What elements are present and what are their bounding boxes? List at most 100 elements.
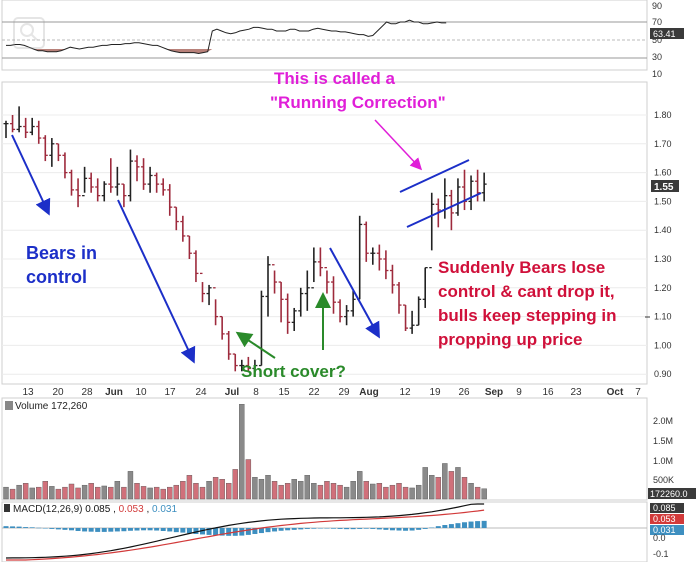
macd-hist-bar [317,528,323,529]
price-bar [180,215,186,242]
price-bar [272,264,278,294]
volume-bar [206,481,212,500]
volume-bar [389,484,396,500]
volume-bar [75,487,81,500]
macd-hist-bar [55,528,61,530]
volume-current-value: 172260.0 [650,489,688,499]
volume-bar [429,475,435,500]
volume-icon [5,401,13,410]
x-tick: 28 [81,387,93,398]
price-bar [213,287,219,326]
price-bar [429,192,435,269]
macd-hist-bar [49,528,55,529]
macd-hist-bar [435,526,441,528]
volume-bar [402,486,409,500]
macd-histogram [3,520,487,536]
price-bar [383,250,389,280]
price-bar [409,310,415,334]
price-bar [173,206,179,231]
rsi-tick: 50 [652,35,662,45]
volume-bar [121,486,127,500]
price-bar [422,266,428,308]
annotations: Bears in control This is called a "Runni… [11,69,617,381]
price-bar [232,353,238,372]
price-bar [62,152,68,179]
volume-bar [160,488,166,500]
running-text-line2: "Running Correction" [270,93,446,112]
x-tick: 7 [635,387,641,398]
volume-bar [219,479,225,500]
price-panel: 1.80 1.70 1.60 1.50 1.40 1.30 1.20 1.10 1.00 0.90… [1,81,679,385]
macd-hist-bar [298,528,304,530]
volume-bar [101,485,107,500]
macd-hist-bar [75,528,81,531]
macd-hist-bar [206,528,212,535]
volume-panel: Volume 172,260 2.0M 1.5M 1.0M 500K 17226… [1,397,696,501]
volume-bar [442,463,448,500]
volume-bar [42,481,48,500]
price-bar [258,290,264,367]
price-bar [468,175,474,211]
price-bar [55,143,61,162]
volume-bar [481,488,487,500]
volume-bar [81,484,88,500]
macd-hist-bar [324,528,330,529]
price-bar [331,276,336,314]
macd-hist-bar [416,528,422,530]
last-price-box [651,180,679,192]
price-bar [29,117,35,136]
volume-bar [474,486,481,500]
macd-hist-bar [363,528,369,529]
volume-bar [186,475,193,500]
macd-hist-bar [95,528,101,532]
price-tick: 1.10 [654,312,672,322]
macd-hist-bar [160,528,166,531]
volume-bar [88,483,94,500]
price-tick: 1.00 [654,340,672,350]
macd-hist-bar [88,528,94,532]
x-tick: 23 [570,387,582,398]
price-bar [147,166,153,193]
macd-hist-bar [291,528,297,530]
macd-hist-bar [383,528,389,530]
volume-bar [114,481,121,500]
macd-hist-bar [429,527,435,529]
price-bar [239,359,245,372]
suddenly-text-line4: propping up price [438,330,583,349]
rsi-panel: 90 70 50 30 10 63.41 [1,0,684,79]
price-bar [167,184,173,216]
last-price: 1.55 [654,182,674,193]
macd-hist-bar [311,528,317,529]
price-bar [448,189,454,231]
macd-hist-bar [337,528,343,529]
volume-bar [461,477,468,500]
volume-bar [16,484,22,500]
price-bar [134,155,140,182]
price-bar [154,172,160,193]
ohlc-bars [3,106,487,372]
volume-bar [435,477,441,500]
price-bar [42,135,48,162]
volume-bar [55,488,62,500]
macd-hist-bar [475,521,481,528]
macd-hist-bar [3,526,9,528]
volume-bar [199,486,206,500]
zoom-icon[interactable] [13,17,45,49]
x-tick: 19 [429,387,441,398]
volume-bar [180,481,186,500]
macd-hist-bar [29,527,35,528]
price-bar [127,149,133,202]
macd-hist-bar [331,528,336,529]
rsi-oversold-fill [6,49,447,54]
price-bar [416,296,422,326]
volume-bar [29,487,35,500]
volume-bar [291,479,297,500]
macd-tick: -0.1 [653,549,669,559]
bears-text-line2: control [26,267,87,287]
rsi-fill-area [6,49,447,54]
signal-box-value: 0.053 [653,514,676,524]
volume-bar [68,483,75,500]
bears-arrow-1 [11,134,51,216]
macd-value: 0.085 [85,504,110,515]
volume-bar [409,487,415,500]
